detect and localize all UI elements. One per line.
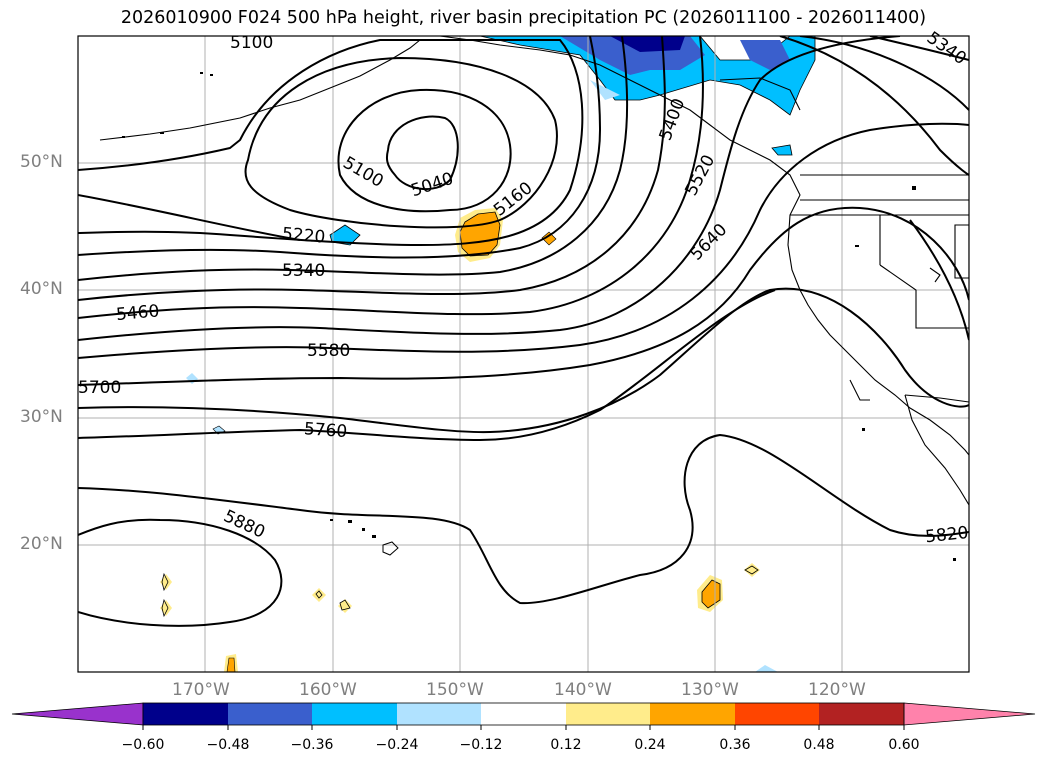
- contour-5160: [244, 56, 558, 229]
- contour-5400: [78, 36, 666, 301]
- precip-shading: [160, 36, 816, 672]
- lon-label: 130°W: [681, 680, 739, 700]
- map-area: [78, 36, 969, 672]
- colorbar-tick-label: 0.24: [634, 737, 666, 753]
- contour-label: 5580: [307, 341, 350, 361]
- islands: [122, 72, 956, 561]
- colorbar-extend-low: [11, 702, 144, 726]
- lon-label: 160°W: [299, 680, 357, 700]
- contour-5700: [78, 287, 969, 434]
- colorbar: [11, 702, 1036, 730]
- colorbar-tick-label: −0.12: [459, 737, 503, 753]
- colorbar-bin: [566, 703, 650, 725]
- map-title: 2026010900 F024 500 hPa height, river ba…: [120, 8, 927, 28]
- contour-5520: [78, 36, 901, 341]
- contour-5760: [78, 289, 776, 442]
- colorbar-bin: [819, 703, 904, 725]
- colorbar-bin: [143, 703, 228, 725]
- contour-5460: [78, 36, 704, 319]
- lon-label: 170°W: [172, 680, 230, 700]
- gridlines: [78, 36, 969, 672]
- colorbar-tick-label: −0.24: [375, 737, 419, 753]
- contour-5340: [78, 36, 628, 281]
- contour-label: 5220: [281, 224, 326, 248]
- colorbar-bin: [312, 703, 397, 725]
- colorbar-tick-label: 0.60: [888, 737, 920, 753]
- contour-5880: [78, 518, 283, 627]
- colorbar-tick-label: −0.60: [121, 737, 165, 753]
- map-frame: [77, 35, 970, 673]
- colorbar-bin: [481, 703, 566, 725]
- colorbar-tick-label: −0.36: [290, 737, 334, 753]
- height-contours: [78, 36, 969, 627]
- contour-5640: [78, 206, 969, 386]
- contour-5280: [78, 36, 602, 259]
- colorbar-tick-label: 0.48: [803, 737, 835, 753]
- coastlines: [99, 36, 969, 506]
- lon-label: 140°W: [554, 680, 612, 700]
- colorbar-bin: [650, 703, 735, 725]
- lat-label: 40°N: [20, 279, 63, 299]
- contour-5580: [78, 122, 969, 359]
- contour-5220: [78, 39, 584, 247]
- contour-5820: [78, 433, 969, 605]
- colorbar-extend-high: [903, 702, 1036, 726]
- colorbar-tick-label: 0.12: [550, 737, 582, 753]
- contour-label: 5100: [230, 33, 273, 53]
- contour-5100: [337, 88, 512, 213]
- colorbar-bin: [735, 703, 819, 725]
- contour-5040: [385, 115, 459, 191]
- colorbar-tick-label: 0.36: [719, 737, 751, 753]
- colorbar-bin: [228, 703, 312, 725]
- contour-label: 5820: [924, 523, 969, 547]
- contour-label: 5460: [115, 301, 160, 325]
- lon-label: 120°W: [808, 680, 866, 700]
- contour-label: 5340: [282, 261, 325, 281]
- contour-label: 5700: [78, 378, 121, 398]
- contour-label: 5760: [303, 419, 348, 442]
- lat-label: 20°N: [20, 534, 63, 554]
- lat-label: 50°N: [20, 152, 63, 172]
- lon-label: 150°W: [426, 680, 484, 700]
- colorbar-bin: [397, 703, 481, 725]
- colorbar-tick-label: −0.48: [206, 737, 250, 753]
- lat-label: 30°N: [20, 407, 63, 427]
